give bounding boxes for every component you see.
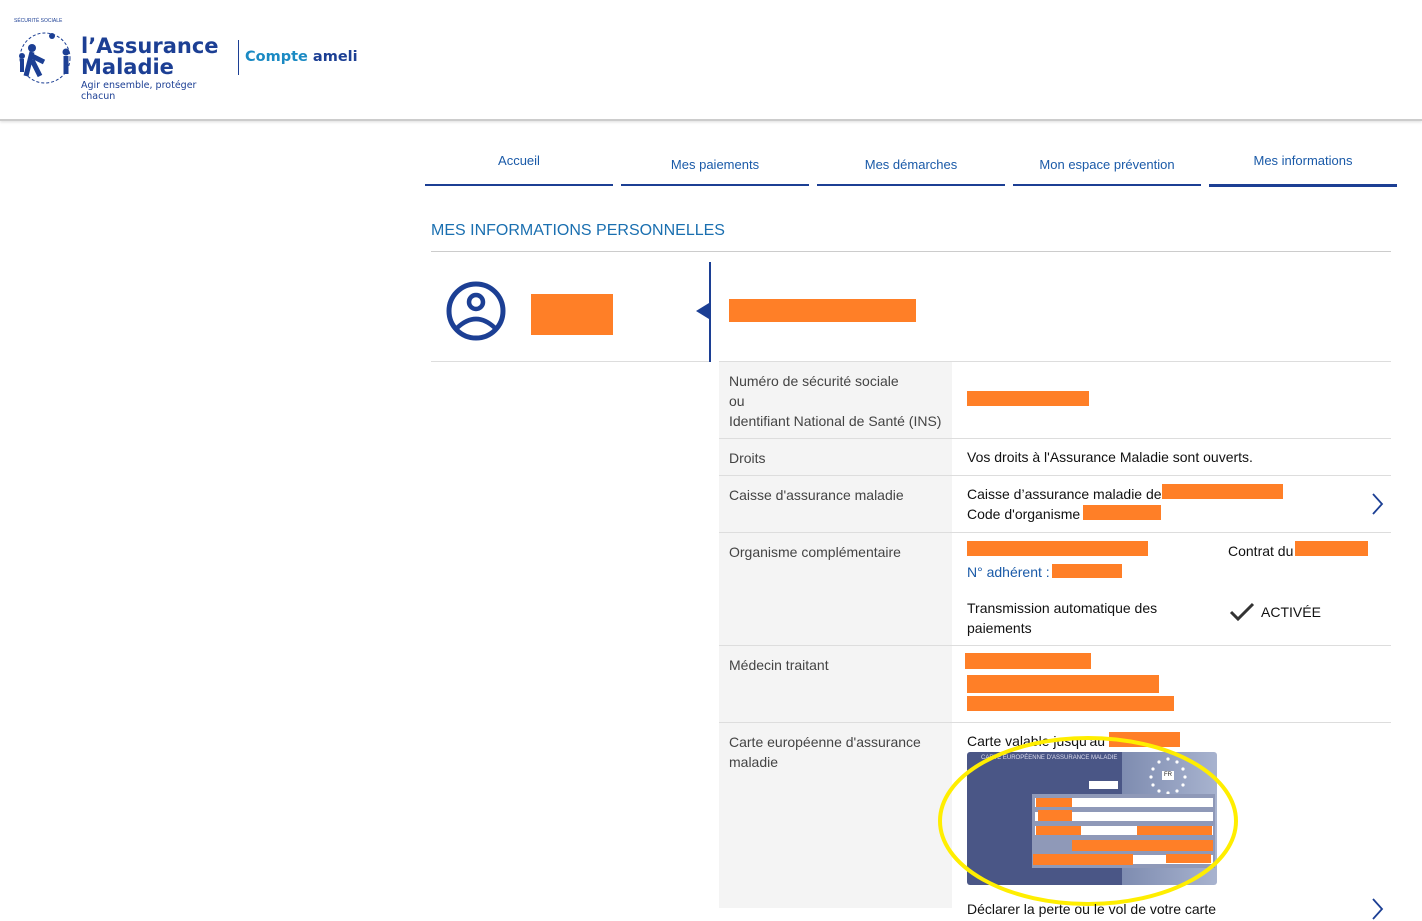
redacted-adherent (1052, 564, 1122, 578)
checkmark-icon (1229, 602, 1255, 622)
declare-loss-link[interactable]: Déclarer la perte ou le vol de votre car… (967, 901, 1217, 917)
row-label: Médecin traitant (719, 646, 952, 723)
eu-stars-icon (1149, 757, 1187, 795)
home-logo-link[interactable]: SÉCURITÉ SOCIALE l’Assurance Maladie Agi… (0, 0, 230, 102)
tab-mes-paiements[interactable]: Mes paiements (621, 140, 809, 186)
row-complementaire: Organisme complémentaire Contrat du N° a… (719, 532, 1391, 646)
logo-figures-icon (19, 32, 71, 84)
row-label: Droits (719, 439, 952, 476)
chevron-right-icon[interactable] (1371, 897, 1385, 921)
label-line: Numéro de sécurité sociale (729, 373, 899, 389)
redacted-medecin-address (967, 675, 1159, 693)
redacted-validity-date (1109, 732, 1180, 747)
row-label: Organisme complémentaire (719, 533, 952, 646)
row-label: Numéro de sécurité sociale ou Identifiant … (719, 362, 952, 439)
tab-label: Mes informations (1253, 153, 1353, 168)
divider (431, 251, 1391, 252)
user-avatar-icon (446, 281, 506, 341)
logo-divider (238, 40, 239, 75)
label-line: Identifiant National de Santé (INS) (729, 413, 942, 429)
logo-tagline: Agir ensemble, protéger chacun (81, 80, 197, 102)
adherent-label: N° adhérent : (967, 564, 1050, 580)
tab-label: Mes paiements (670, 157, 760, 172)
ehic-card-image: CARTE EUROPÉENNE D'ASSURANCE MALADIE FR (967, 752, 1217, 885)
selected-arrow-icon (696, 303, 709, 319)
selector-line (709, 262, 711, 362)
row-caisse[interactable]: Caisse d'assurance maladie Caisse d’assu… (719, 475, 1391, 533)
row-label: Carte européenne d'assurance maladie (719, 723, 952, 908)
logo-line2: Maladie (81, 55, 174, 79)
redacted-code (1083, 505, 1161, 520)
divider (431, 361, 709, 362)
card-fields (1032, 794, 1215, 868)
redacted-caisse (1162, 484, 1283, 499)
tab-label: Accueil (498, 153, 540, 168)
tab-label: Mon espace prévention (1039, 157, 1175, 172)
transmission-label: Transmission automatique des paiements (967, 600, 1158, 636)
redacted-nss (967, 391, 1089, 406)
contrat-label: Contrat du (1228, 543, 1294, 559)
logo-seal: SÉCURITÉ SOCIALE (14, 18, 63, 24)
card-country: FR (1162, 771, 1174, 780)
card-title: CARTE EUROPÉENNE D'ASSURANCE MALADIE (981, 755, 1118, 761)
logo-line1: l’Assurance (81, 34, 219, 58)
redacted-contrat (1295, 541, 1368, 556)
row-label: Caisse d'assurance maladie (719, 476, 952, 533)
redacted-full-name (729, 299, 916, 322)
tab-label: Mes démarches (864, 157, 958, 172)
droits-value: Vos droits à l'Assurance Maladie sont ou… (967, 449, 1253, 465)
chevron-right-icon[interactable] (1371, 492, 1385, 516)
caisse-name: Caisse d’assurance maladie de (967, 486, 1162, 502)
tab-mes-demarches[interactable]: Mes démarches (817, 140, 1005, 186)
row-medecin: Médecin traitant (719, 645, 1391, 723)
redacted-organisme (967, 541, 1148, 556)
app-name: Compte ameli (245, 49, 358, 65)
redacted-medecin-city (967, 696, 1174, 711)
yellow-highlight-ellipse (938, 736, 1238, 906)
app-name-part2: ameli (312, 49, 358, 65)
row-nss: Numéro de sécurité sociale ou Identifiant … (719, 361, 1391, 439)
code-organisme: Code d'organisme (967, 506, 1081, 522)
app-name-part1: Compte (245, 49, 308, 65)
transmission-status: ACTIVÉE (1261, 604, 1321, 620)
row-droits: Droits Vos droits à l'Assurance Maladie … (719, 438, 1391, 476)
page-title: MES INFORMATIONS PERSONNELLES (431, 222, 725, 239)
card-field (1089, 781, 1118, 789)
redacted-medecin-name (965, 653, 1091, 669)
label-line: ou (729, 393, 745, 409)
row-carte: Carte européenne d'assurance maladie Car… (719, 722, 1391, 920)
header: SÉCURITÉ SOCIALE l’Assurance Maladie Agi… (0, 0, 1422, 121)
redacted-user-name (531, 294, 613, 335)
tab-mon-espace-prevention[interactable]: Mon espace prévention (1013, 140, 1201, 186)
tab-accueil[interactable]: Accueil (425, 140, 613, 186)
tab-mes-informations[interactable]: Mes informations (1209, 140, 1397, 187)
